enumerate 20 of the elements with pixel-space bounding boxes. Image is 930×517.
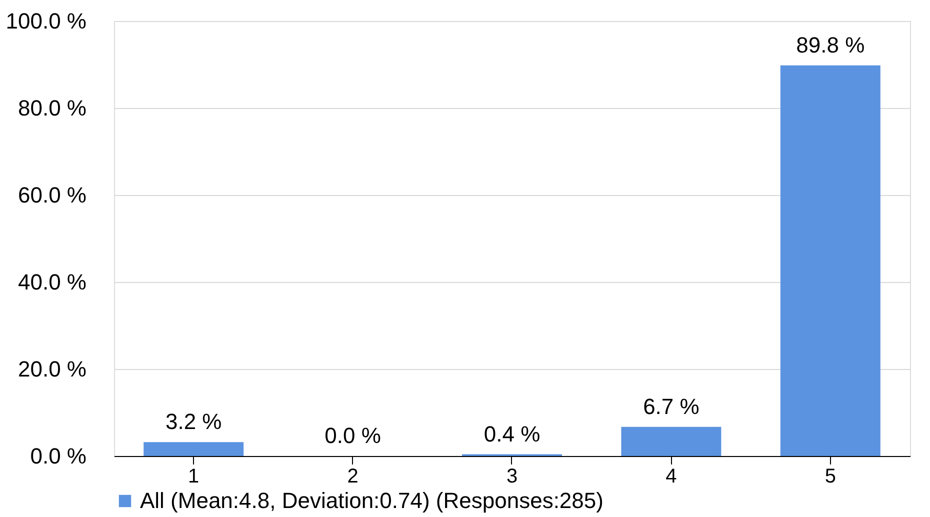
x-tick-label: 3 xyxy=(506,466,518,488)
x-tick-label: 5 xyxy=(824,466,836,488)
bar xyxy=(144,442,244,456)
data-label: 3.2 % xyxy=(165,409,222,434)
x-tick-label: 1 xyxy=(188,466,200,488)
data-label: 89.8 % xyxy=(796,32,865,58)
data-label: 0.0 % xyxy=(324,423,381,448)
data-label: 6.7 % xyxy=(643,394,700,419)
x-tick-label: 4 xyxy=(666,466,677,488)
y-tick-label: 0.0 % xyxy=(30,444,86,468)
bar xyxy=(780,65,880,456)
legend-label: All (Mean:4.8, Deviation:0.74) (Responses:285) xyxy=(140,488,604,513)
y-tick-label: 100.0 % xyxy=(6,8,86,34)
y-tick-label: 20.0 % xyxy=(18,356,86,382)
y-tick-label: 80.0 % xyxy=(18,96,86,120)
y-tick-label: 40.0 % xyxy=(18,270,86,294)
y-tick-label: 60.0 % xyxy=(18,182,86,208)
x-tick-label: 2 xyxy=(347,466,358,488)
bar xyxy=(621,426,722,456)
data-label: 0.4 % xyxy=(484,421,540,446)
